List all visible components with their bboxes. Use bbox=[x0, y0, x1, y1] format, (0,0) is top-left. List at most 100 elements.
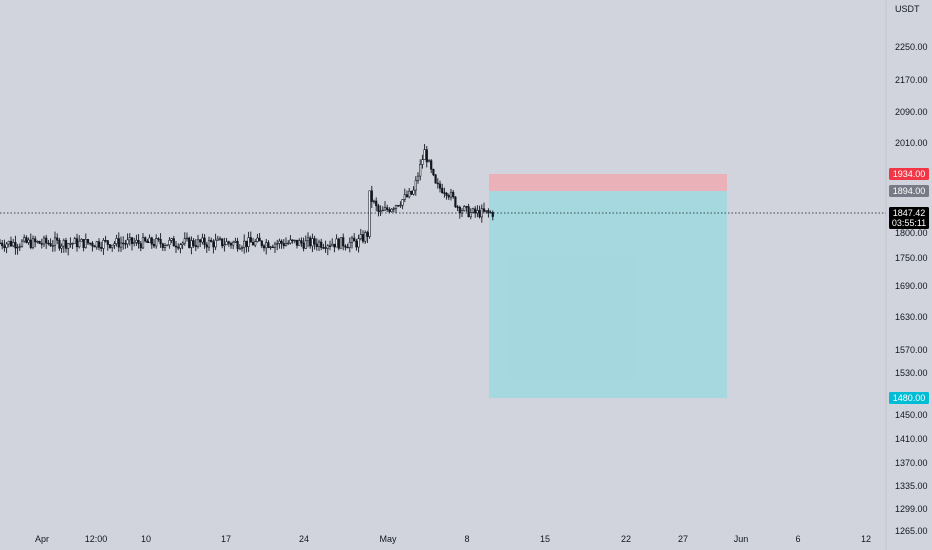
take-profit-zone[interactable] bbox=[489, 191, 727, 398]
candle-body bbox=[454, 196, 457, 208]
candle bbox=[80, 238, 83, 242]
y-tick-label: 2010.00 bbox=[895, 138, 928, 148]
candle bbox=[469, 208, 472, 220]
candle bbox=[40, 238, 43, 249]
x-tick-label: 22 bbox=[621, 534, 631, 544]
candle bbox=[249, 231, 252, 243]
candle-body bbox=[291, 239, 294, 242]
candle-body bbox=[0, 242, 2, 245]
candle-body bbox=[458, 206, 461, 214]
candle bbox=[427, 159, 431, 163]
candle bbox=[113, 241, 116, 249]
candle bbox=[482, 202, 486, 213]
candle bbox=[3, 239, 6, 252]
candle bbox=[317, 239, 321, 252]
candle-body bbox=[75, 238, 79, 248]
candle bbox=[148, 234, 151, 243]
candle bbox=[36, 240, 39, 244]
candle-body bbox=[295, 239, 299, 246]
candle bbox=[93, 244, 96, 248]
candle-body bbox=[102, 240, 105, 249]
candle-body bbox=[135, 239, 138, 243]
candle-body bbox=[40, 243, 43, 245]
candle bbox=[355, 238, 358, 251]
candle-body bbox=[119, 242, 123, 248]
candle-body bbox=[177, 246, 180, 249]
candle-body bbox=[207, 240, 211, 248]
candle bbox=[7, 240, 10, 248]
candle-body bbox=[254, 241, 257, 246]
candle-body bbox=[403, 194, 406, 200]
candle-body bbox=[38, 241, 41, 244]
candle-body bbox=[218, 238, 222, 240]
candle bbox=[141, 232, 145, 250]
candle-body bbox=[12, 242, 15, 247]
candle bbox=[53, 231, 57, 252]
candle-body bbox=[5, 243, 8, 248]
candle bbox=[346, 243, 349, 249]
candle-body bbox=[449, 191, 453, 198]
candle bbox=[350, 235, 354, 249]
candle bbox=[38, 240, 41, 244]
candle bbox=[478, 205, 481, 219]
candle bbox=[460, 207, 464, 217]
candle-body bbox=[427, 160, 431, 163]
candle-body bbox=[64, 240, 68, 249]
candle-body bbox=[372, 200, 376, 203]
candle bbox=[423, 144, 426, 160]
candle bbox=[403, 188, 406, 203]
candle-body bbox=[100, 247, 103, 249]
candle-body bbox=[199, 239, 202, 243]
candle-body bbox=[80, 239, 83, 242]
candle bbox=[359, 228, 362, 241]
candle bbox=[377, 203, 380, 217]
candle-body bbox=[370, 190, 373, 202]
candle-body bbox=[144, 237, 147, 242]
candle-body bbox=[309, 237, 312, 247]
candle bbox=[254, 238, 257, 248]
candle bbox=[445, 191, 448, 200]
candle-body bbox=[317, 241, 321, 247]
candle bbox=[214, 233, 217, 251]
entry-price-badge: 1894.00 bbox=[889, 185, 929, 197]
candle-body bbox=[377, 205, 380, 212]
candle bbox=[328, 240, 332, 251]
candle-body bbox=[302, 242, 305, 249]
candle bbox=[166, 244, 169, 247]
candle bbox=[82, 239, 85, 252]
candle bbox=[0, 239, 2, 245]
candle bbox=[91, 241, 94, 252]
candle-body bbox=[36, 241, 39, 243]
candle-body bbox=[14, 242, 17, 249]
candle-body bbox=[359, 234, 362, 240]
candle-body bbox=[196, 239, 200, 248]
stop-loss-zone[interactable] bbox=[489, 174, 727, 191]
candle-body bbox=[346, 246, 349, 249]
candle-body bbox=[172, 238, 175, 247]
y-tick-label: 1630.00 bbox=[895, 312, 928, 322]
candle bbox=[34, 235, 37, 248]
candle bbox=[298, 238, 301, 246]
candle-body bbox=[229, 243, 233, 246]
current-price-badge-countdown: 03:55:11 bbox=[892, 218, 926, 228]
candle-body bbox=[71, 243, 74, 245]
candle-body bbox=[298, 240, 301, 246]
candle-body bbox=[262, 245, 266, 249]
candle-body bbox=[463, 206, 466, 211]
candle-body bbox=[443, 192, 446, 194]
candle bbox=[284, 237, 288, 247]
candle-body bbox=[344, 245, 347, 248]
candle bbox=[267, 240, 270, 249]
x-tick-label: 15 bbox=[540, 534, 550, 544]
candle bbox=[161, 242, 164, 251]
candle bbox=[342, 233, 345, 251]
candle bbox=[78, 235, 81, 249]
x-tick-label: 24 bbox=[299, 534, 309, 544]
candle-body bbox=[328, 245, 332, 247]
candle bbox=[218, 236, 222, 241]
candle bbox=[348, 237, 351, 253]
candle-body bbox=[161, 243, 164, 248]
candle-body bbox=[56, 237, 59, 241]
candle-body bbox=[159, 239, 162, 245]
